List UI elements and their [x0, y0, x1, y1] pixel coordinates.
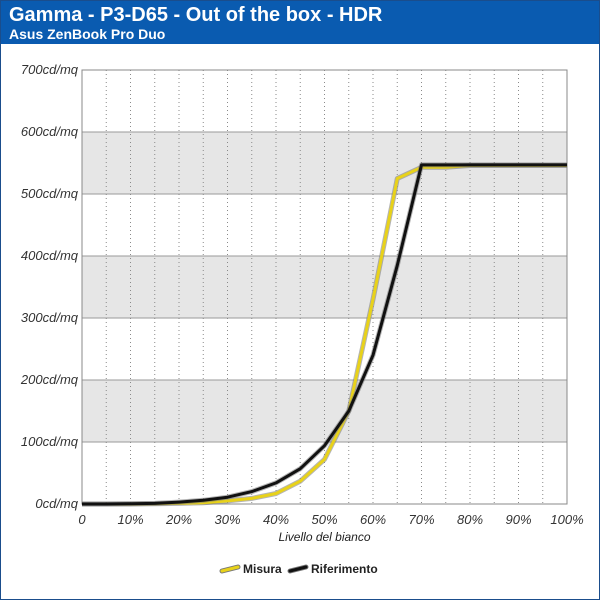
legend-swatch-riferimento: [288, 565, 308, 573]
plot-bands: [82, 70, 567, 504]
x-tick-label: 10%: [117, 512, 143, 527]
x-axis-label: Livello del bianco: [278, 530, 370, 544]
legend-swatch-misura: [220, 565, 240, 573]
y-tick-label: 400cd/mq: [21, 248, 79, 263]
plot-band: [82, 194, 567, 256]
y-tick-label: 200cd/mq: [20, 372, 79, 387]
x-tick-label: 100%: [550, 512, 583, 527]
x-tick-label: 40%: [263, 512, 289, 527]
y-tick-label: 0cd/mq: [35, 496, 78, 511]
chart-subtitle: Asus ZenBook Pro Duo: [9, 26, 166, 42]
x-tick-label: 30%: [214, 512, 240, 527]
y-tick-label: 600cd/mq: [21, 124, 79, 139]
series-lines: [82, 162, 567, 507]
x-tick-label: 50%: [311, 512, 337, 527]
plot-band: [82, 442, 567, 504]
x-tick-labels: 0 10% 20% 30% 40% 50% 60% 70% 80% 90% 100%: [78, 512, 583, 527]
x-tick-label: 60%: [360, 512, 386, 527]
x-tick-label: 20%: [165, 512, 192, 527]
y-tick-label: 500cd/mq: [21, 186, 79, 201]
y-tick-label: 100cd/mq: [21, 434, 79, 449]
series-line-riferimento: [82, 163, 567, 506]
legend-label-misura: Misura: [243, 562, 282, 576]
plot-border: [81, 69, 568, 505]
plot-band: [82, 318, 567, 380]
legend: Misura Riferimento: [219, 562, 378, 576]
chart-title: Gamma - P3-D65 - Out of the box - HDR: [9, 4, 383, 26]
plot-band: [82, 70, 567, 132]
x-tick-label: 70%: [408, 512, 434, 527]
y-tick-label: 300cd/mq: [21, 310, 79, 325]
x-tick-label: 80%: [457, 512, 483, 527]
y-tick-labels: 0cd/mq 100cd/mq 200cd/mq 300cd/mq 400cd/mq 50…: [20, 62, 79, 511]
legend-label-riferimento: Riferimento: [311, 562, 378, 576]
x-tick-label: 0: [78, 512, 86, 527]
chart-header: Gamma - P3-D65 - Out of the box - HDR As…: [1, 1, 599, 44]
x-tick-label: 90%: [505, 512, 531, 527]
y-tick-label: 700cd/mq: [21, 62, 79, 77]
